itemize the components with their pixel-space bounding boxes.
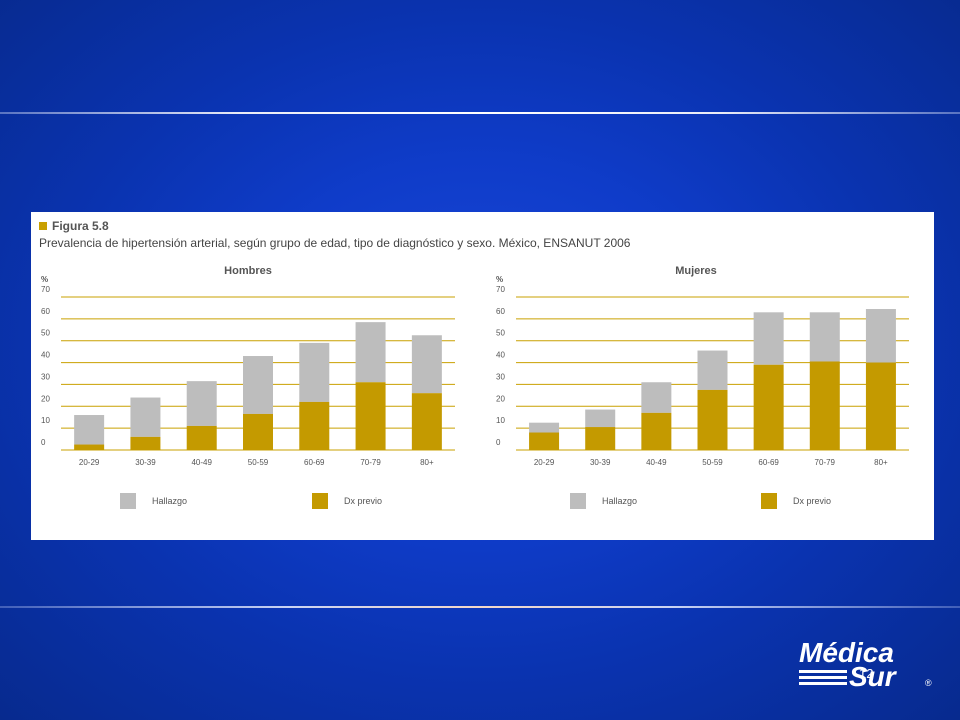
hombres-bar-dx-previo [186,425,217,450]
mujeres-bar-dx-previo [753,364,784,450]
mujeres-x-tick-label: 80+ [874,458,888,467]
mujeres-bar-dx-previo [697,389,728,450]
mujeres-bar-hallazgo [529,422,560,433]
mujeres-y-tick-label: 50 [496,329,505,338]
mujeres-bar-dx-previo [585,427,616,450]
mujeres-bar-dx-previo [641,412,672,450]
hombres-bar-hallazgo [299,342,330,402]
hombres-y-tick-label: 60 [41,307,50,316]
hombres-legend-label-hallazgo: Hallazgo [152,496,187,506]
hombres-bar-hallazgo [411,335,442,394]
mujeres-bar-hallazgo [753,312,784,365]
logo-text-top: Médica [799,637,894,668]
mujeres-legend-swatch-dx-previo [761,493,777,509]
top-divider-line [0,112,960,114]
mujeres-bar-hallazgo [641,382,672,413]
mujeres-y-tick-label: 10 [496,416,505,425]
logo-registered-mark: ® [925,678,932,688]
mujeres-legend-label-dx-previo: Dx previo [793,496,831,506]
hombres-bar-dx-previo [74,444,105,450]
mujeres-y-tick-label: 0 [496,438,501,447]
hombres-x-tick-label: 70-79 [360,458,381,467]
hombres-legend-label-dx-previo: Dx previo [344,496,382,506]
figure-panel: Figura 5.8 Prevalencia de hipertensión a… [31,212,934,540]
figure-label-marker [39,222,47,230]
mujeres-y-tick-label: 30 [496,372,505,381]
mujeres-y-tick-label: 40 [496,351,505,360]
hombres-bar-hallazgo [243,356,273,414]
mujeres-legend-swatch-hallazgo [570,493,586,509]
mujeres-x-tick-label: 20-29 [534,458,555,467]
hombres-x-tick-label: 80+ [420,458,434,467]
mujeres-x-tick-label: 70-79 [815,458,836,467]
hombres-y-axis-label: % [41,275,48,284]
mujeres-bar-hallazgo [865,309,896,363]
hombres-chart-title: Hombres [224,265,272,277]
hombres-bar-dx-previo [299,401,330,450]
mujeres-x-tick-label: 40-49 [646,458,667,467]
logo-stripe [799,676,847,679]
hombres-y-tick-label: 10 [41,416,50,425]
mujeres-bar-dx-previo [865,362,896,450]
hombres-bar-dx-previo [411,393,442,450]
hombres-x-tick-label: 60-69 [304,458,325,467]
figure-label-text: Figura 5.8 [52,219,109,233]
hombres-x-tick-label: 30-39 [135,458,156,467]
mujeres-chart-title: Mujeres [675,265,717,277]
hombres-x-tick-label: 50-59 [248,458,269,467]
hombres-y-tick-label: 30 [41,372,50,381]
figure-label: Figura 5.8 [39,219,109,233]
hombres-bar-hallazgo [74,415,105,445]
hombres-bar-dx-previo [355,382,386,450]
figure-caption: Prevalencia de hipertensión arterial, se… [39,236,631,250]
hombres-x-tick-label: 40-49 [191,458,212,467]
logo-stripe [799,682,847,685]
mujeres-x-tick-label: 50-59 [702,458,723,467]
bottom-divider-line [0,606,960,608]
hombres-y-tick-label: 50 [41,329,50,338]
hombres-bar-hallazgo [186,381,217,426]
hombres-bar-hallazgo [130,397,161,437]
mujeres-bar-hallazgo [697,350,728,390]
mujeres-bar-hallazgo [585,409,616,428]
page-number: 12 [859,666,874,681]
hombres-x-tick-label: 20-29 [79,458,100,467]
hombres-bar-dx-previo [243,413,273,450]
hombres-bar-dx-previo [130,436,161,450]
medica-sur-logo: Médica Sur ® [799,637,932,692]
hombres-y-tick-label: 70 [41,285,50,294]
hombres-legend-swatch-dx-previo [312,493,328,509]
mujeres-legend-label-hallazgo: Hallazgo [602,496,637,506]
logo-text-bottom: Sur [849,661,898,692]
mujeres-y-axis-label: % [496,275,503,284]
mujeres-x-tick-label: 30-39 [590,458,611,467]
hombres-y-tick-label: 0 [41,438,46,447]
mujeres-x-tick-label: 60-69 [758,458,779,467]
mujeres-bar-hallazgo [809,312,840,362]
mujeres-y-tick-label: 70 [496,285,505,294]
hombres-y-tick-label: 20 [41,394,50,403]
hombres-legend-swatch-hallazgo [120,493,136,509]
mujeres-bar-dx-previo [809,361,840,450]
hombres-bar-hallazgo [355,322,386,383]
charts-svg: Hombres% 0 10 20 30 40 50 60 70 20-29 30-39 40-49 50… [41,265,909,509]
mujeres-bar-dx-previo [529,432,560,450]
logo-stripe [799,670,847,673]
mujeres-y-tick-label: 60 [496,307,505,316]
hombres-y-tick-label: 40 [41,351,50,360]
mujeres-y-tick-label: 20 [496,394,505,403]
